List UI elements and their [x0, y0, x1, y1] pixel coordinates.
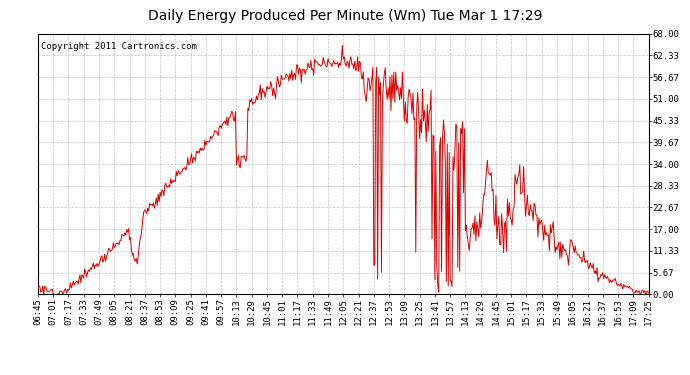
Text: Daily Energy Produced Per Minute (Wm) Tue Mar 1 17:29: Daily Energy Produced Per Minute (Wm) Tu…	[148, 9, 542, 23]
Text: Copyright 2011 Cartronics.com: Copyright 2011 Cartronics.com	[41, 42, 197, 51]
